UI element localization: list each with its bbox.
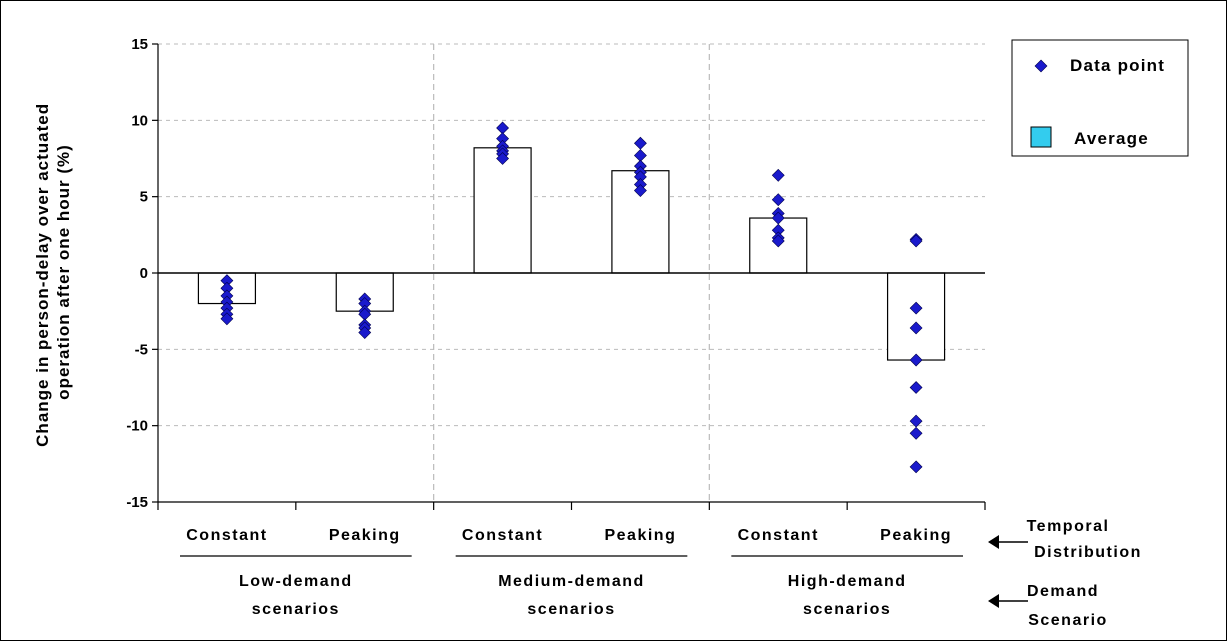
group-label-1-1: scenarios [527, 601, 615, 618]
annotation-temporal-label-2: Distribution [1034, 544, 1142, 561]
category-label-5: Peaking [880, 527, 952, 544]
legend-data-point-marker [1034, 59, 1048, 73]
category-label-4: Constant [738, 527, 819, 544]
average-bar-2 [473, 147, 532, 274]
group-labels: Low-demand scenarios Medium-demand scenario… [180, 555, 963, 618]
annotation-temporal-distribution: Temporal Distribution [988, 518, 1142, 561]
data-point-4-6 [771, 234, 785, 248]
data-point-5-4 [909, 353, 923, 367]
group-separators [433, 44, 710, 502]
y-tick-label-4: -5 [135, 341, 148, 358]
data-point-5-3 [909, 321, 923, 335]
data-point-3-6 [633, 184, 647, 197]
y-axis-title-line-2: operation after one hour (%) [54, 144, 73, 400]
annotation-demand-scenario: Demand Scenario [988, 583, 1108, 629]
category-label-1: Peaking [329, 527, 401, 544]
legend-average-label: Average [1074, 129, 1149, 148]
annotation-temporal-label: Temporal [1027, 518, 1110, 535]
data-point-4-0 [771, 168, 785, 182]
gridlines [158, 43, 985, 427]
axes [152, 43, 986, 510]
y-tick-label-1: 10 [131, 112, 148, 129]
data-point-5-2 [909, 301, 923, 315]
data-point-5-7 [909, 426, 923, 440]
data-point-4-1 [771, 193, 785, 207]
legend: Data point Average [1011, 39, 1189, 157]
legend-average-swatch [1030, 126, 1052, 148]
group-label-2-1: scenarios [803, 601, 891, 618]
annotation-demand-label-2: Scenario [1028, 612, 1108, 629]
data-point-0-6 [220, 312, 234, 326]
y-tick-label-0: 15 [131, 36, 148, 53]
y-tick-label-3: 0 [140, 265, 148, 282]
y-tick-label-2: 5 [140, 189, 148, 206]
annotation-demand-label: Demand [1027, 583, 1099, 600]
data-point-5-8 [909, 460, 923, 474]
group-label-0-1: scenarios [252, 601, 340, 618]
y-axis-title: Change in person-delay over actuated ope… [33, 97, 73, 447]
group-label-0-0: Low-demand [239, 573, 353, 590]
y-tick-labels: 15 10 5 0 -5 -10 -15 [126, 36, 148, 511]
data-point-1-6 [358, 326, 372, 339]
data-point-2-5 [496, 152, 510, 165]
average-bar-5 [886, 272, 946, 361]
category-label-2: Constant [462, 527, 543, 544]
category-label-3: Peaking [604, 527, 676, 544]
legend-data-point-label: Data point [1070, 56, 1165, 75]
group-label-1-0: Medium-demand [498, 573, 645, 590]
category-labels: Constant Peaking Constant Peaking Constant Pe… [186, 527, 952, 544]
annotation-arrowhead-demand [988, 594, 999, 608]
data-point-5-5 [909, 381, 923, 394]
category-label-0: Constant [186, 527, 267, 544]
data-points [220, 121, 923, 474]
y-axis-title-line-1: Change in person-delay over actuated [33, 103, 52, 447]
y-tick-label-5: -10 [126, 418, 148, 435]
annotation-arrowhead-temporal [988, 535, 999, 549]
group-label-2-0: High-demand [788, 573, 907, 590]
y-tick-label-6: -15 [126, 494, 148, 511]
data-point-5-1 [909, 234, 923, 248]
